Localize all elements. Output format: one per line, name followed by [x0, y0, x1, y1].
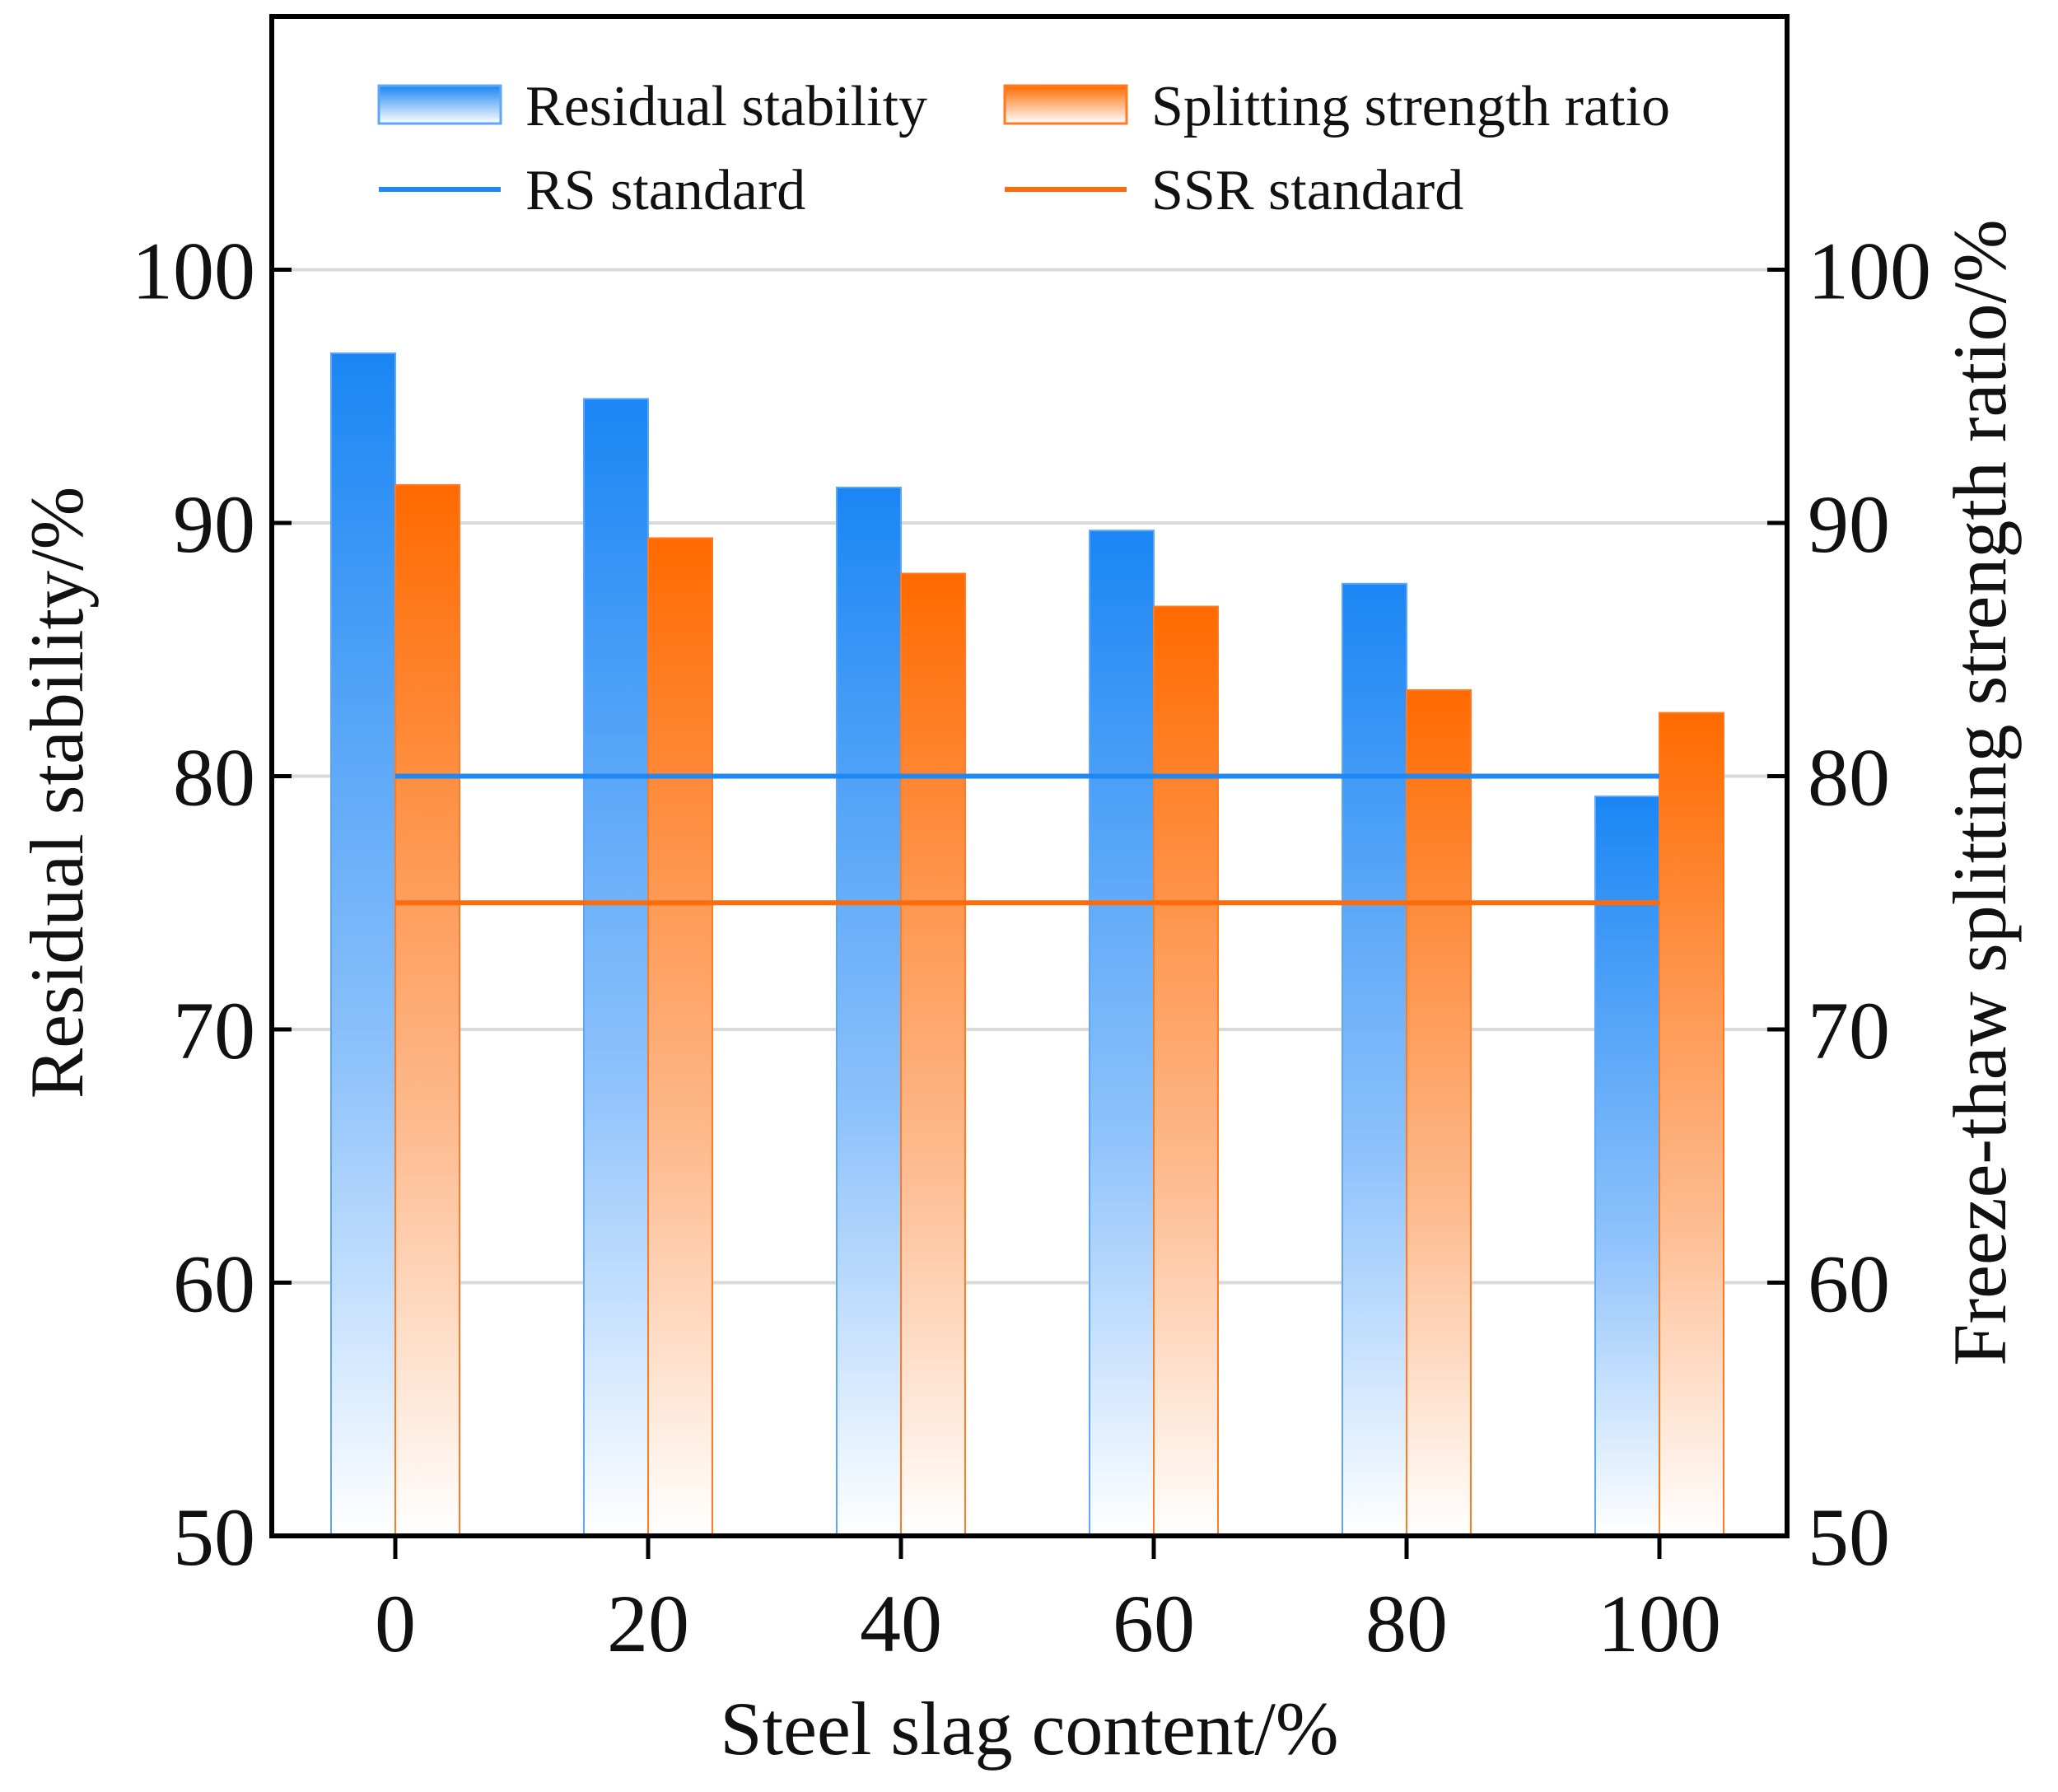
y2-tick-label-50: 50 [1808, 1491, 1890, 1583]
y-tick-label-90: 90 [173, 478, 255, 570]
bar-residual-stability-60 [1089, 530, 1155, 1537]
legend-label-ssr-standard: SSR standard [1151, 159, 1463, 222]
y-tick-label-50: 50 [173, 1491, 255, 1583]
y-axis-label: Residual stability/% [15, 487, 99, 1099]
bar-splitting-strength-ratio-0 [394, 483, 460, 1537]
y-tick-label-80: 80 [173, 732, 255, 824]
x-tick-label-20: 20 [607, 1578, 689, 1669]
y2-tick-label-100: 100 [1808, 226, 1931, 317]
x-tick-label-60: 60 [1113, 1578, 1195, 1669]
x-tick-label-0: 0 [375, 1578, 416, 1669]
bar-splitting-strength-ratio-100 [1659, 712, 1724, 1537]
bar-residual-stability-40 [836, 486, 902, 1538]
x-tick-label-100: 100 [1598, 1578, 1721, 1669]
axis-ticks: 50 60 70 80 90 100 50 60 70 80 90 100 0 20 40 60 80 100 [132, 226, 1931, 1670]
reference-lines [395, 773, 1659, 906]
bar-splitting-strength-ratio-20 [647, 537, 713, 1538]
y-tick-label-70: 70 [173, 985, 255, 1076]
bar-residual-stability-0 [330, 352, 396, 1538]
x-axis-label: Steel slag content/% [720, 1687, 1338, 1771]
bar-residual-stability-80 [1342, 582, 1407, 1537]
bars [330, 352, 1724, 1538]
bar-residual-stability-100 [1594, 796, 1660, 1537]
y2-tick-label-70: 70 [1808, 985, 1890, 1076]
legend-label-residual-stability: Residual stability [525, 75, 927, 138]
y-tick-label-100: 100 [132, 226, 255, 317]
x-tick-label-80: 80 [1365, 1578, 1448, 1669]
bar-splitting-strength-ratio-60 [1153, 605, 1219, 1537]
y2-tick-label-60: 60 [1808, 1239, 1890, 1330]
bar-splitting-strength-ratio-40 [900, 572, 966, 1537]
y2-tick-label-90: 90 [1808, 478, 1890, 570]
legend-label-rs-standard: RS standard [525, 159, 805, 222]
bar-splitting-strength-ratio-80 [1406, 688, 1472, 1538]
legend-label-splitting-strength-ratio: Splitting strength ratio [1151, 75, 1670, 138]
legend: Residual stability Splitting strength rat… [377, 75, 1670, 222]
y2-axis-label: Freeze-thaw splitting strength ratio/% [1938, 219, 2022, 1365]
x-tick-label-40: 40 [860, 1578, 942, 1669]
bar-residual-stability-20 [583, 398, 649, 1538]
y2-tick-label-80: 80 [1808, 732, 1890, 824]
legend-swatch-splitting-strength-ratio [1003, 84, 1128, 125]
legend-swatch-residual-stability [377, 84, 502, 125]
y-tick-label-60: 60 [173, 1239, 255, 1330]
